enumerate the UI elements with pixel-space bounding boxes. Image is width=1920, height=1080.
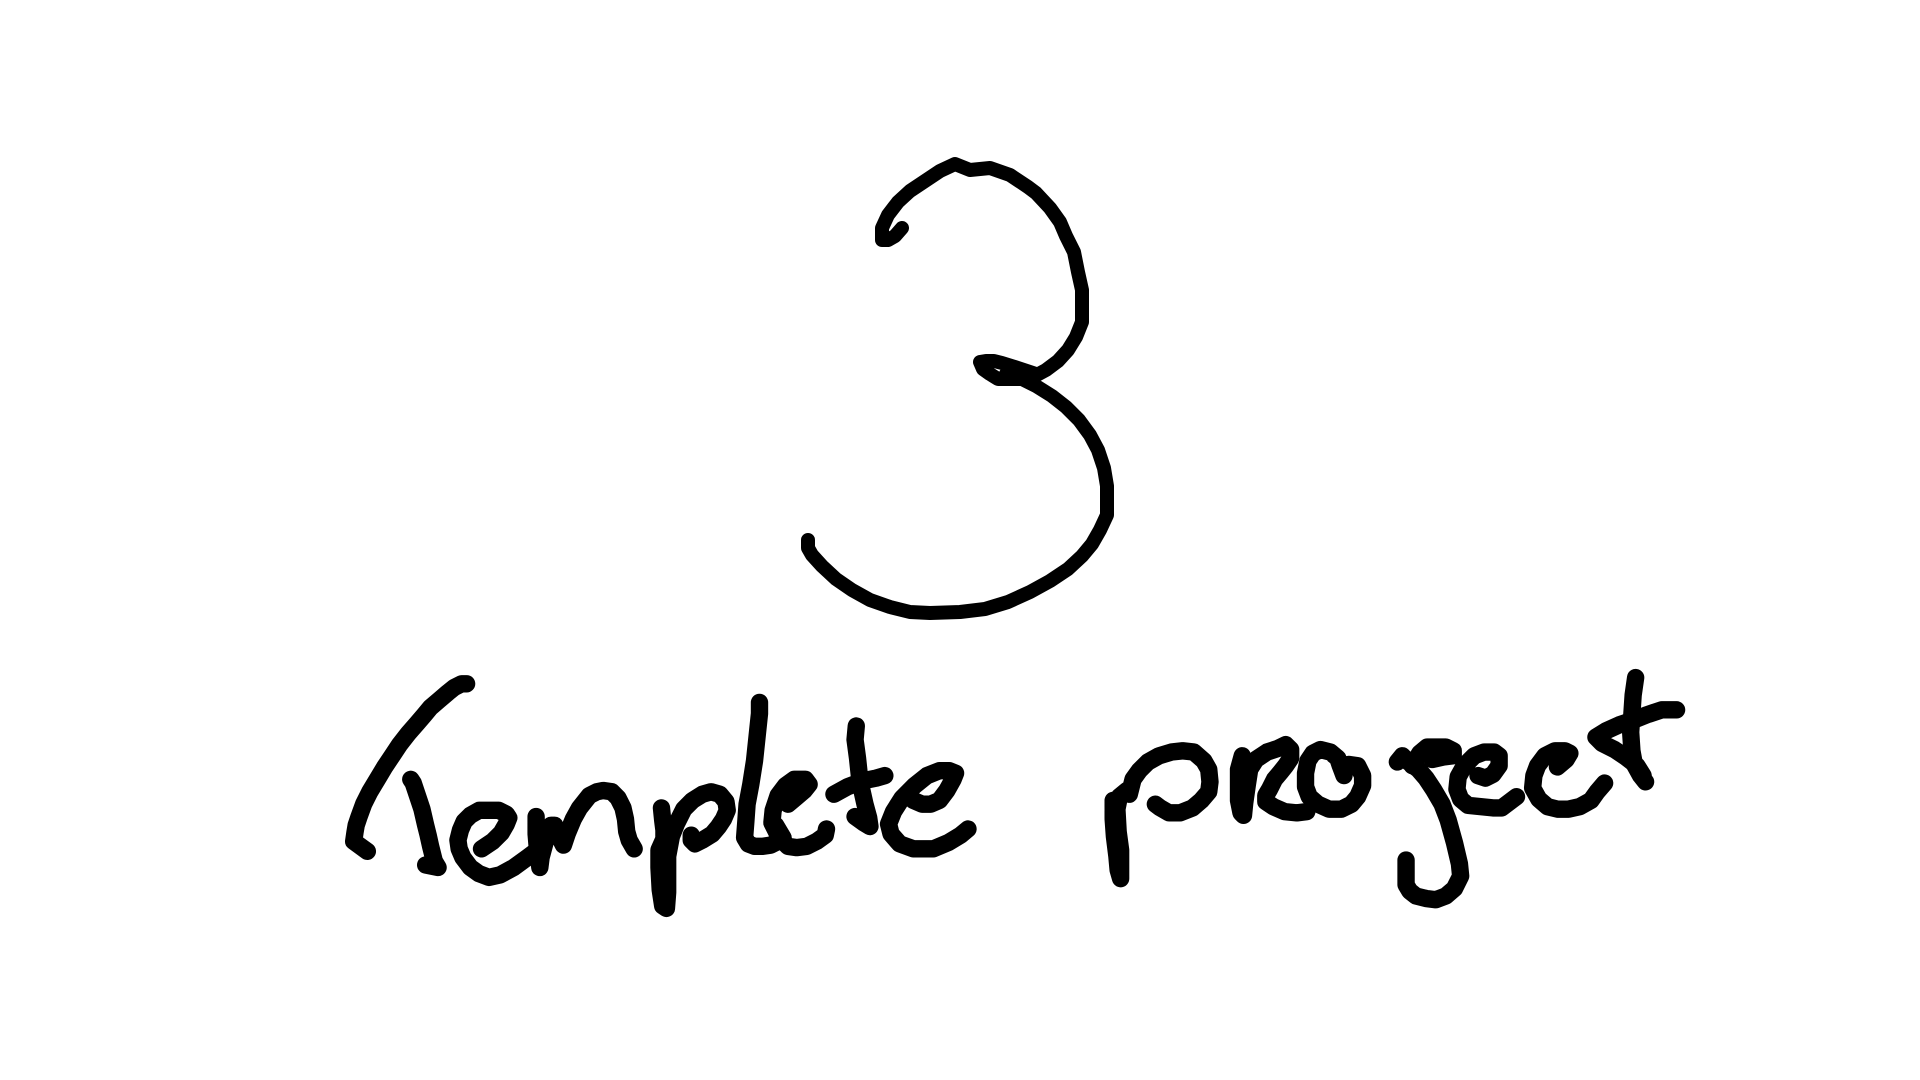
letter-p-stem-stroke xyxy=(650,783,736,918)
letter-m-stroke xyxy=(527,781,643,877)
letter-r-stroke xyxy=(1229,735,1316,825)
letter-o-stroke xyxy=(1296,740,1372,818)
letter-j-stroke xyxy=(1388,747,1470,909)
digit-three-upper-stroke xyxy=(875,157,1089,386)
letter-c-stroke xyxy=(1523,742,1614,818)
letter-e1-stroke xyxy=(402,770,447,877)
ink-strokes xyxy=(344,157,1686,918)
letter-t2-stem-stroke xyxy=(846,717,879,836)
letter-e2-stroke xyxy=(763,770,836,857)
letter-t3-cross-stroke xyxy=(1587,701,1686,785)
letter-e1-loop-stroke xyxy=(449,801,547,887)
letter-e4-stroke xyxy=(1448,743,1526,817)
letter-t-curved-stroke xyxy=(344,675,476,861)
letter-e3-stroke xyxy=(879,761,977,858)
letter-t2-cross-stroke xyxy=(825,766,894,803)
letter-p2-bowl-stroke xyxy=(1120,742,1219,822)
letter-j-top-stroke xyxy=(1403,738,1462,775)
letter-p2-stem-stroke xyxy=(1104,781,1136,888)
digit-three-lower-stroke xyxy=(801,367,1114,620)
